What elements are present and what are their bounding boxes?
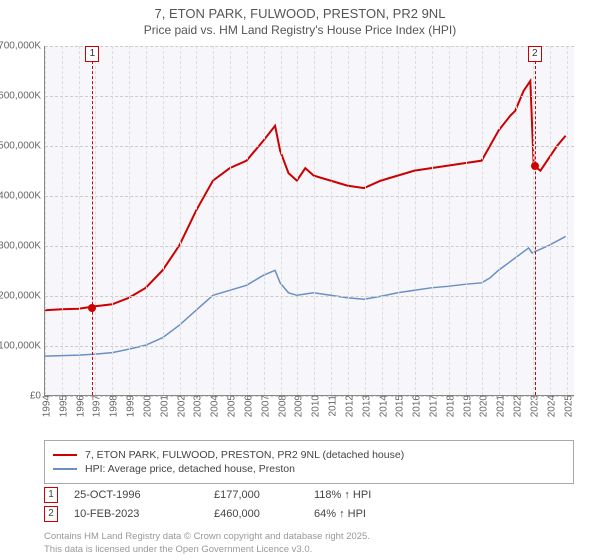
legend-item-property: 7, ETON PARK, FULWOOD, PRESTON, PR2 9NL …: [53, 449, 565, 461]
x-axis-label: 2013: [357, 395, 372, 417]
x-axis-label: 2011: [324, 395, 339, 417]
x-axis-label: 2008: [273, 395, 288, 417]
sales-date-1: 25-OCT-1996: [74, 489, 214, 501]
chart-area: £0£100,000K£200,000K£300,000K£400,000K£5…: [44, 46, 574, 396]
sale-marker-line-1: [92, 46, 93, 395]
x-axis-label: 1999: [122, 395, 137, 417]
chart-title-sub: Price paid vs. HM Land Registry's House …: [0, 23, 600, 37]
legend-item-hpi: HPI: Average price, detached house, Pres…: [53, 463, 565, 475]
x-axis-label: 2016: [408, 395, 423, 417]
chart-svg: [45, 46, 574, 395]
x-axis-label: 1994: [38, 395, 53, 417]
x-axis-label: 2019: [458, 395, 473, 417]
sale-marker-box-1: 1: [85, 46, 99, 62]
sales-change-1: 118% ↑ HPI: [314, 489, 434, 501]
x-axis-label: 2022: [509, 395, 524, 417]
legend-swatch-property: [53, 454, 77, 456]
x-axis-label: 1998: [105, 395, 120, 417]
x-axis-label: 2020: [475, 395, 490, 417]
sales-row-1: 1 25-OCT-1996 £177,000 118% ↑ HPI: [44, 487, 574, 503]
sales-price-1: £177,000: [214, 489, 314, 501]
sales-marker-2: 2: [44, 506, 58, 522]
x-axis-label: 2004: [206, 395, 221, 417]
sale-marker-dot-1: [88, 304, 96, 312]
x-axis-label: 2017: [424, 395, 439, 417]
y-axis-label: £500,000K: [0, 141, 45, 152]
legend-box: 7, ETON PARK, FULWOOD, PRESTON, PR2 9NL …: [44, 440, 574, 484]
x-axis-label: 2015: [391, 395, 406, 417]
x-axis-label: 2001: [155, 395, 170, 417]
sales-date-2: 10-FEB-2023: [74, 508, 214, 520]
x-axis-label: 2007: [256, 395, 271, 417]
footer-line1: Contains HM Land Registry data © Crown c…: [44, 531, 370, 543]
x-axis-label: 2021: [492, 395, 507, 417]
footer-attribution: Contains HM Land Registry data © Crown c…: [44, 531, 370, 556]
sales-price-2: £460,000: [214, 508, 314, 520]
y-axis-label: £400,000K: [0, 191, 45, 202]
chart-title-main: 7, ETON PARK, FULWOOD, PRESTON, PR2 9NL: [0, 6, 600, 21]
legend-swatch-hpi: [53, 468, 77, 470]
x-axis-label: 2023: [525, 395, 540, 417]
x-axis-label: 2025: [559, 395, 574, 417]
x-axis-label: 1995: [54, 395, 69, 417]
x-axis-label: 2002: [172, 395, 187, 417]
sale-marker-line-2: [535, 46, 536, 395]
x-axis-label: 1997: [88, 395, 103, 417]
x-axis-label: 2024: [542, 395, 557, 417]
sale-marker-dot-2: [531, 162, 539, 170]
x-axis-label: 2018: [441, 395, 456, 417]
x-axis-label: 2010: [307, 395, 322, 417]
legend-label-property: 7, ETON PARK, FULWOOD, PRESTON, PR2 9NL …: [85, 449, 404, 461]
chart-title-block: 7, ETON PARK, FULWOOD, PRESTON, PR2 9NL …: [0, 0, 600, 37]
sales-row-2: 2 10-FEB-2023 £460,000 64% ↑ HPI: [44, 506, 574, 522]
x-axis-label: 2003: [189, 395, 204, 417]
sales-marker-1: 1: [44, 487, 58, 503]
y-axis-label: £100,000K: [0, 341, 45, 352]
footer-line2: This data is licensed under the Open Gov…: [44, 544, 370, 556]
y-axis-label: £200,000K: [0, 291, 45, 302]
x-axis-label: 2014: [374, 395, 389, 417]
x-axis-label: 1996: [71, 395, 86, 417]
sales-table: 1 25-OCT-1996 £177,000 118% ↑ HPI 2 10-F…: [44, 484, 574, 525]
y-axis-label: £700,000K: [0, 41, 45, 52]
x-axis-label: 2000: [138, 395, 153, 417]
x-axis-label: 2005: [223, 395, 238, 417]
sales-change-2: 64% ↑ HPI: [314, 508, 434, 520]
sale-marker-box-2: 2: [528, 46, 542, 62]
x-axis-label: 2009: [290, 395, 305, 417]
y-axis-label: £600,000K: [0, 91, 45, 102]
x-axis-label: 2012: [340, 395, 355, 417]
x-axis-label: 2006: [239, 395, 254, 417]
y-axis-label: £300,000K: [0, 241, 45, 252]
legend-label-hpi: HPI: Average price, detached house, Pres…: [85, 463, 295, 475]
